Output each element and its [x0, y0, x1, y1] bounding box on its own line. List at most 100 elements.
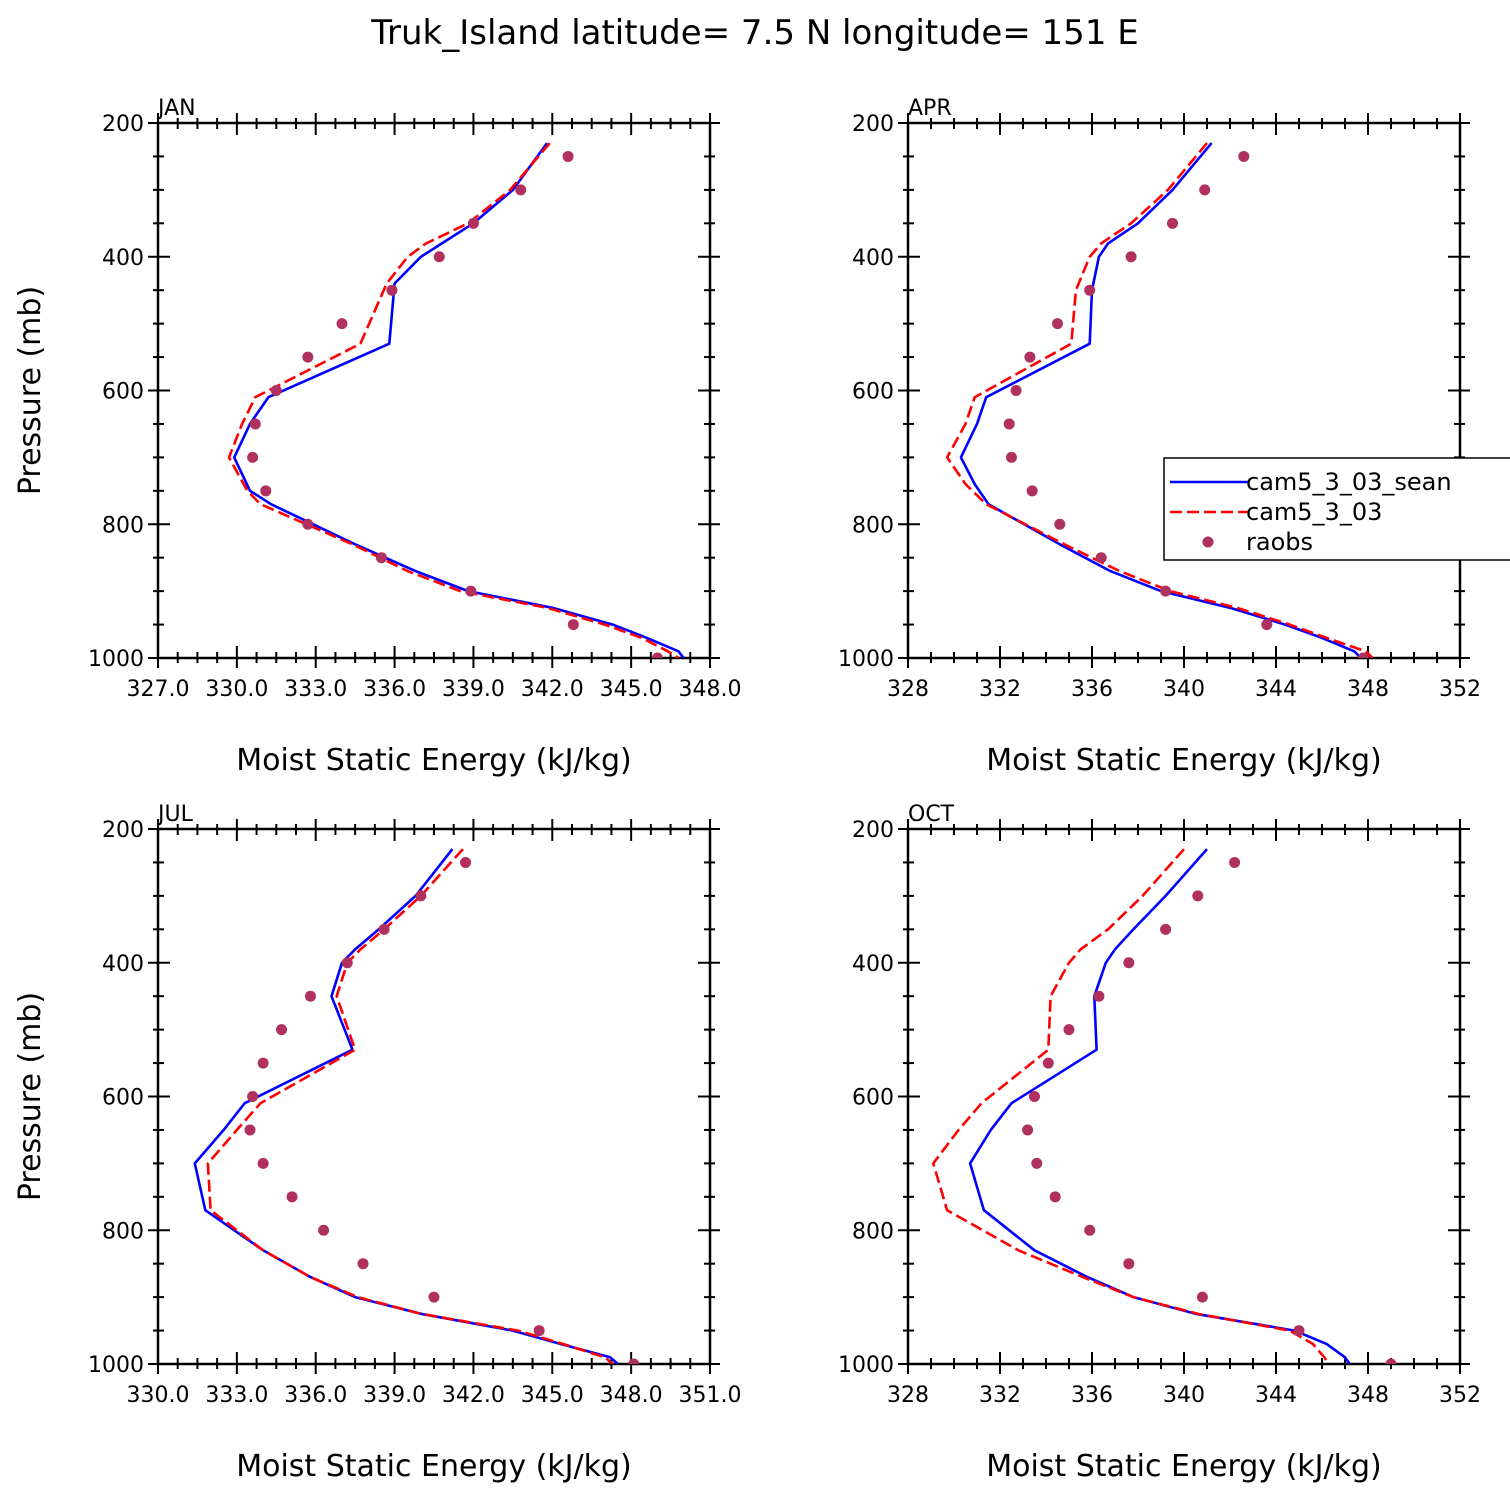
panel-label: JAN — [156, 96, 196, 121]
tick-marks — [148, 113, 720, 668]
x-tick-label: 339.0 — [442, 677, 505, 702]
x-tick-label: 336 — [1071, 677, 1113, 702]
raobs-point — [1385, 1358, 1397, 1364]
raobs-point — [1052, 318, 1063, 330]
x-tick-label: 336.0 — [363, 677, 426, 702]
raobs-point — [562, 150, 574, 162]
panel-label: JUL — [156, 802, 194, 827]
y-tick-label: 600 — [102, 380, 144, 405]
raobs-point — [1042, 1057, 1054, 1069]
raobs-point — [260, 485, 272, 497]
raobs-point — [341, 957, 353, 969]
legend-box — [1163, 457, 1510, 561]
panel-label: OCT — [908, 802, 955, 827]
raobs-point — [244, 1124, 256, 1136]
x-tick-label: 330.0 — [205, 677, 268, 702]
y-tick-label: 1000 — [88, 1353, 144, 1378]
raobs-point — [628, 1358, 640, 1364]
y-tick-label: 400 — [102, 246, 144, 271]
x-tick-label: 340 — [1163, 677, 1205, 702]
raobs-point — [247, 451, 259, 463]
raobs-point — [1024, 351, 1036, 363]
raobs-point — [318, 1224, 330, 1236]
raobs-point — [270, 385, 282, 396]
panel-apr: APR 328 332 336 340 344 348 352 200 400 600 800 1000… — [838, 96, 1481, 778]
y-tick-label: 600 — [102, 1086, 144, 1111]
y-tick-label: 200 — [852, 818, 894, 843]
y-tick-label: 600 — [852, 1086, 894, 1111]
x-axis-label: Moist Static Energy (kJ/kg) — [986, 1449, 1382, 1484]
raobs-point — [1093, 990, 1105, 1002]
series-line-cam5-3-03 — [931, 848, 1330, 1364]
panel-oct: OCT 328 332 336 340 344 348 352 200 400 600 800 1000… — [838, 802, 1481, 1484]
raobs-point — [428, 1291, 440, 1303]
raobs-point — [465, 585, 477, 597]
x-tick-label: 348 — [1347, 677, 1389, 702]
data-layer — [193, 848, 640, 1364]
x-tick-label: 339.0 — [363, 1383, 426, 1408]
y-tick-label: 800 — [852, 513, 894, 538]
raobs-point — [1167, 217, 1178, 229]
x-tick-label: 340 — [1163, 1383, 1205, 1408]
raobs-point — [1006, 451, 1017, 463]
raobs-point — [1125, 251, 1137, 263]
raobs-point — [1229, 856, 1241, 868]
raobs-point — [378, 923, 390, 935]
x-tick-label: 333.0 — [284, 677, 347, 702]
y-tick-label: 400 — [852, 246, 894, 271]
x-tick-label: 330.0 — [127, 1383, 190, 1408]
raobs-point — [375, 552, 387, 564]
raobs-point — [1293, 1325, 1305, 1337]
raobs-point — [276, 1024, 288, 1036]
series-line-cam5-3-03 — [227, 142, 680, 658]
plot-frame — [156, 827, 712, 1366]
x-tick-label: 327.0 — [127, 677, 190, 702]
raobs-point — [304, 990, 316, 1002]
raobs-point — [1160, 923, 1172, 935]
raobs-point — [1199, 184, 1211, 196]
y-tick-label: 800 — [102, 1219, 144, 1244]
raobs-point — [1054, 518, 1066, 530]
y-tick-label: 600 — [852, 380, 894, 405]
x-tick-label: 352 — [1439, 1383, 1481, 1408]
raobs-point — [386, 284, 398, 296]
x-tick-label: 332 — [979, 1383, 1021, 1408]
raobs-point — [1049, 1191, 1061, 1203]
x-tick-label: 352 — [1439, 677, 1481, 702]
y-tick-label: 200 — [102, 818, 144, 843]
series-line-cam5-3-03-sean — [232, 142, 685, 658]
raobs-point — [302, 518, 314, 530]
x-tick-label: 342.0 — [442, 1383, 505, 1408]
series-line-cam5-3-03 — [945, 142, 1374, 658]
raobs-point — [651, 652, 663, 658]
legend-label: raobs — [1246, 528, 1313, 556]
x-axis-label: Moist Static Energy (kJ/kg) — [236, 743, 632, 778]
legend-label: cam5_3_03_sean — [1246, 468, 1452, 496]
x-tick-label: 336 — [1071, 1383, 1113, 1408]
series-line-cam5-3-03 — [206, 848, 614, 1364]
raobs-point — [433, 251, 445, 263]
y-tick-label: 400 — [102, 952, 144, 977]
x-tick-label: 348.0 — [679, 677, 742, 702]
raobs-point — [1123, 1258, 1135, 1270]
raobs-point — [1003, 418, 1015, 430]
raobs-point — [1022, 1124, 1034, 1136]
x-axis-label: Moist Static Energy (kJ/kg) — [986, 743, 1382, 778]
tick-marks — [898, 113, 1470, 668]
x-tick-label: 332 — [979, 677, 1021, 702]
series-line-cam5-3-03-sean — [959, 142, 1363, 658]
raobs-point — [257, 1157, 269, 1169]
y-tick-label: 1000 — [88, 647, 144, 672]
tick-marks — [898, 819, 1470, 1374]
y-tick-label: 200 — [852, 112, 894, 137]
raobs-point — [286, 1191, 298, 1203]
x-tick-label: 348 — [1347, 1383, 1389, 1408]
legend-label: cam5_3_03 — [1246, 498, 1382, 526]
y-tick-label: 800 — [852, 1219, 894, 1244]
raobs-point — [249, 418, 261, 430]
y-tick-label: 1000 — [838, 647, 894, 672]
raobs-point — [1192, 890, 1204, 902]
x-tick-label: 344 — [1255, 677, 1297, 702]
x-tick-label: 328 — [887, 1383, 929, 1408]
